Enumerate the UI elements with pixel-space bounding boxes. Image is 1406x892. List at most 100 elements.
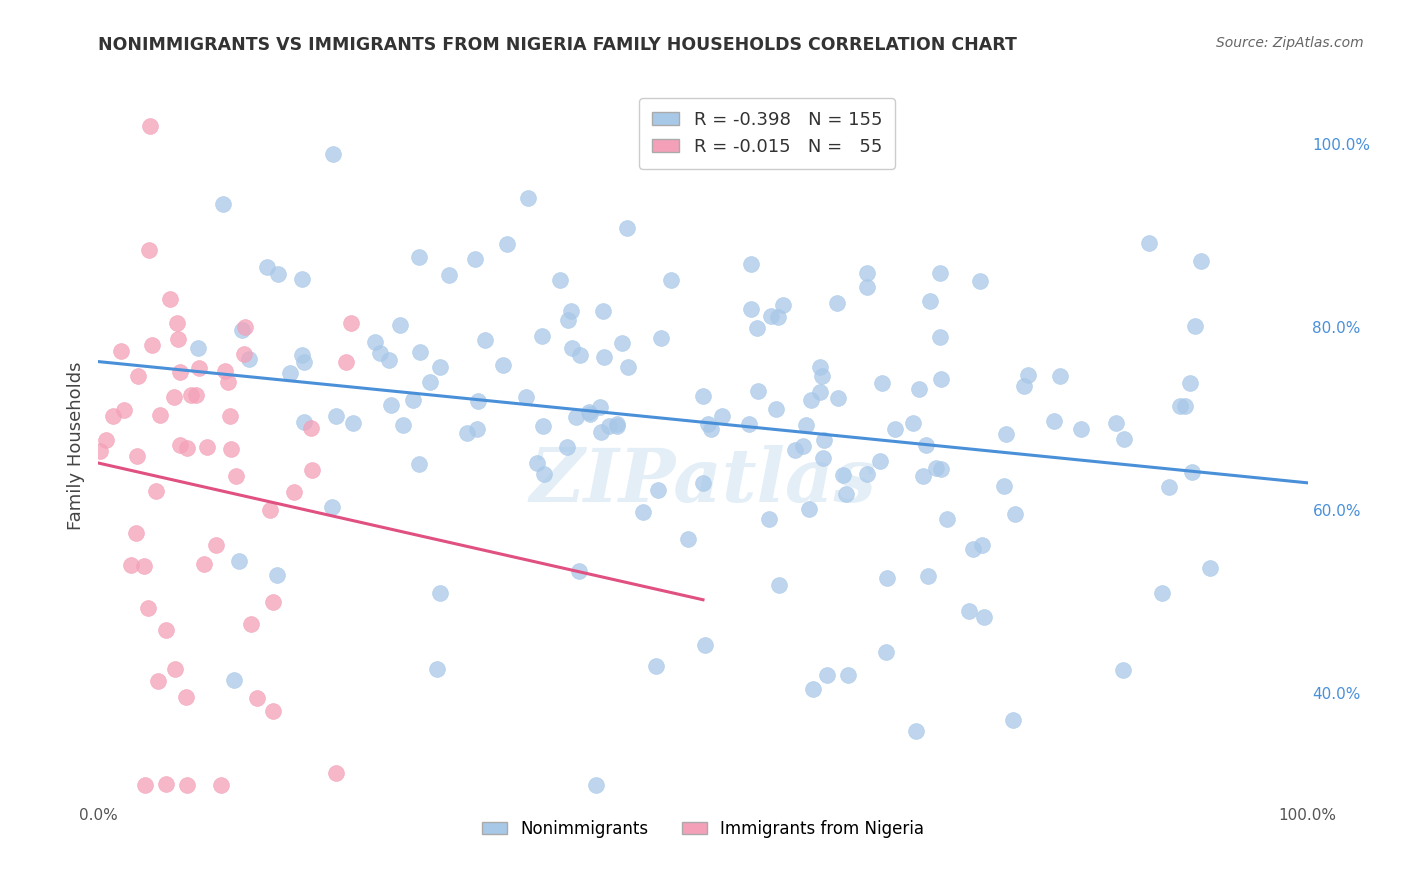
Point [408, 250, 430, 264]
Point [747, 320, 769, 334]
Point [1181, 465, 1204, 479]
Point [765, 401, 787, 416]
Point [218, 409, 240, 423]
Point [325, 409, 347, 423]
Point [176, 441, 198, 455]
Point [962, 541, 984, 556]
Point [464, 252, 486, 266]
Point [256, 260, 278, 275]
Point [266, 267, 288, 281]
Point [531, 329, 554, 343]
Point [606, 417, 628, 431]
Point [761, 309, 783, 323]
Point [1150, 586, 1173, 600]
Text: ZIPatlas: ZIPatlas [530, 445, 876, 518]
Point [699, 422, 721, 436]
Point [228, 554, 250, 568]
Point [827, 391, 849, 405]
Point [1199, 560, 1222, 574]
Point [835, 486, 858, 500]
Point [526, 456, 548, 470]
Point [225, 469, 247, 483]
Point [209, 777, 232, 791]
Point [585, 777, 607, 791]
Text: NONIMMIGRANTS VS IMMIGRANTS FROM NIGERIA FAMILY HOUSEHOLDS CORRELATION CHART: NONIMMIGRANTS VS IMMIGRANTS FROM NIGERIA… [98, 36, 1018, 54]
Point [904, 723, 927, 738]
Point [935, 512, 957, 526]
Point [606, 418, 628, 433]
Point [1168, 400, 1191, 414]
Point [301, 463, 323, 477]
Point [391, 417, 413, 432]
Point [1189, 254, 1212, 268]
Point [568, 564, 591, 578]
Point [565, 409, 588, 424]
Point [155, 777, 177, 791]
Point [740, 301, 762, 316]
Point [561, 341, 583, 355]
Point [738, 417, 761, 431]
Point [598, 418, 620, 433]
Point [136, 600, 159, 615]
Point [322, 146, 344, 161]
Point [557, 312, 579, 326]
Point [149, 408, 172, 422]
Point [166, 316, 188, 330]
Point [112, 403, 135, 417]
Point [800, 392, 823, 407]
Point [240, 616, 263, 631]
Point [785, 442, 807, 457]
Point [995, 426, 1018, 441]
Point [139, 120, 162, 134]
Point [402, 393, 425, 408]
Point [869, 454, 891, 468]
Point [645, 658, 668, 673]
Point [969, 274, 991, 288]
Point [1137, 235, 1160, 250]
Point [794, 418, 817, 433]
Point [342, 417, 364, 431]
Point [408, 457, 430, 471]
Point [1014, 378, 1036, 392]
Point [929, 462, 952, 476]
Point [217, 375, 239, 389]
Point [884, 422, 907, 436]
Point [959, 604, 981, 618]
Point [176, 777, 198, 791]
Point [1004, 507, 1026, 521]
Point [266, 568, 288, 582]
Point [163, 390, 186, 404]
Point [710, 409, 733, 423]
Point [233, 320, 256, 334]
Point [929, 372, 952, 386]
Point [695, 638, 717, 652]
Point [1070, 422, 1092, 436]
Point [593, 350, 616, 364]
Point [429, 360, 451, 375]
Point [801, 682, 824, 697]
Point [792, 439, 814, 453]
Point [159, 292, 181, 306]
Point [825, 296, 848, 310]
Point [928, 330, 950, 344]
Point [193, 557, 215, 571]
Point [766, 310, 789, 325]
Point [925, 461, 948, 475]
Point [378, 353, 401, 368]
Y-axis label: Family Households: Family Households [66, 362, 84, 530]
Point [993, 479, 1015, 493]
Point [291, 271, 314, 285]
Point [772, 297, 794, 311]
Point [1112, 663, 1135, 677]
Point [908, 383, 931, 397]
Point [1184, 319, 1206, 334]
Point [811, 450, 834, 465]
Point [533, 467, 555, 481]
Point [915, 438, 938, 452]
Point [810, 360, 832, 375]
Point [148, 674, 170, 689]
Point [697, 417, 720, 431]
Point [1049, 368, 1071, 383]
Point [876, 571, 898, 585]
Point [184, 388, 207, 402]
